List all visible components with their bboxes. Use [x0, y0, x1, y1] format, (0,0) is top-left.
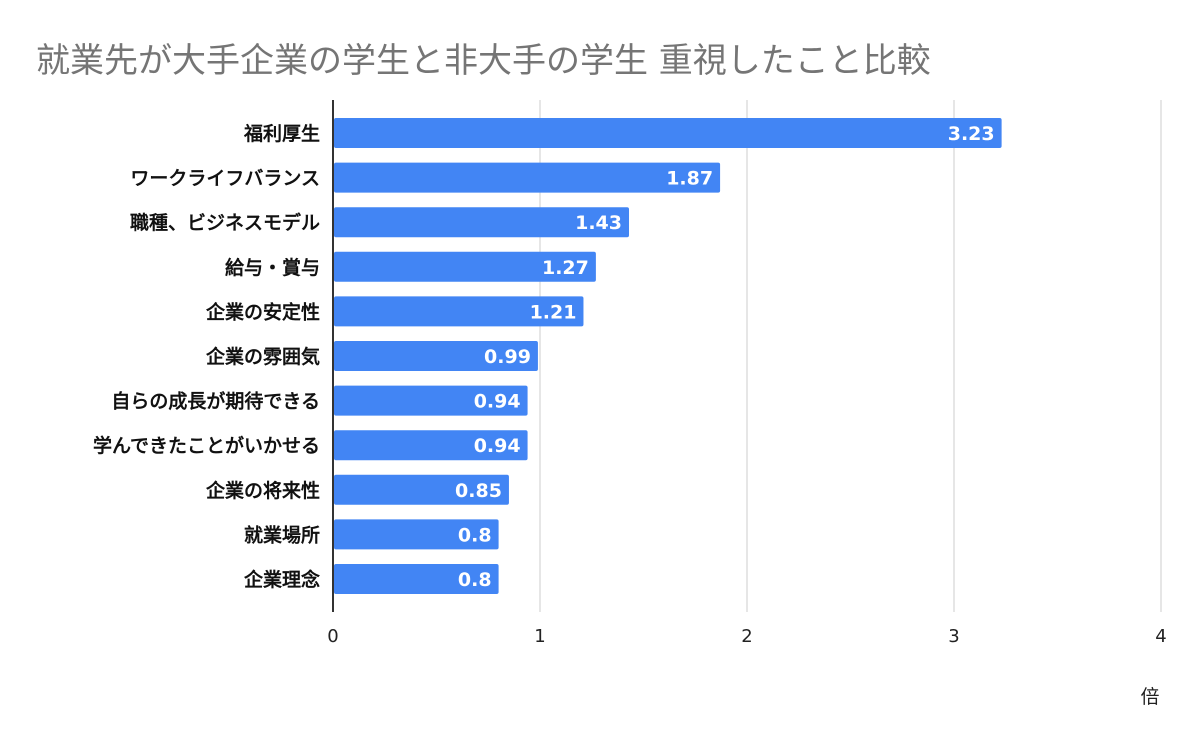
data-label: 0.8	[458, 569, 492, 591]
category-label: 学んできたことがいかせる	[93, 434, 320, 457]
x-tick-label: 3	[948, 626, 959, 647]
bar	[334, 251, 596, 282]
x-tick-label: 1	[534, 626, 545, 647]
chart-title: 就業先が大手企業の学生と非大手の学生 重視したこと比較	[36, 41, 931, 81]
category-label: 就業場所	[244, 523, 320, 546]
bar	[334, 564, 499, 594]
category-label: 企業の将来性	[205, 479, 320, 502]
category-label: 企業の安定性	[205, 300, 320, 323]
data-label: 0.99	[484, 346, 531, 368]
data-label: 0.85	[455, 480, 502, 502]
bar	[334, 474, 509, 505]
x-tick-label: 2	[741, 626, 752, 647]
bar	[334, 207, 630, 238]
x-tick-label: 4	[1155, 626, 1166, 647]
bar	[334, 162, 721, 193]
bar	[334, 519, 499, 550]
category-label: 企業理念	[243, 568, 320, 591]
category-label: 福利厚生	[243, 122, 320, 145]
category-label: 企業の雰囲気	[205, 345, 320, 368]
bar	[334, 430, 528, 461]
data-label: 0.94	[474, 391, 521, 413]
category-label: 職種、ビジネスモデル	[130, 211, 320, 234]
bar	[334, 296, 584, 327]
category-label: 給与・賞与	[225, 256, 320, 279]
bar	[334, 118, 1002, 148]
category-label: 自らの成長が期待できる	[111, 390, 320, 413]
x-tick-label: 0	[327, 626, 338, 647]
x-axis-label: 倍	[1140, 686, 1159, 708]
data-label: 0.94	[474, 435, 521, 457]
category-label: ワークライフバランス	[130, 168, 320, 190]
data-label: 1.43	[575, 212, 622, 234]
data-label: 3.23	[948, 123, 995, 145]
data-label: 0.8	[458, 524, 492, 546]
data-label: 1.27	[542, 257, 589, 279]
data-label: 1.87	[666, 168, 713, 190]
data-label: 1.21	[530, 301, 577, 323]
bar	[334, 385, 528, 416]
bar	[334, 341, 538, 371]
